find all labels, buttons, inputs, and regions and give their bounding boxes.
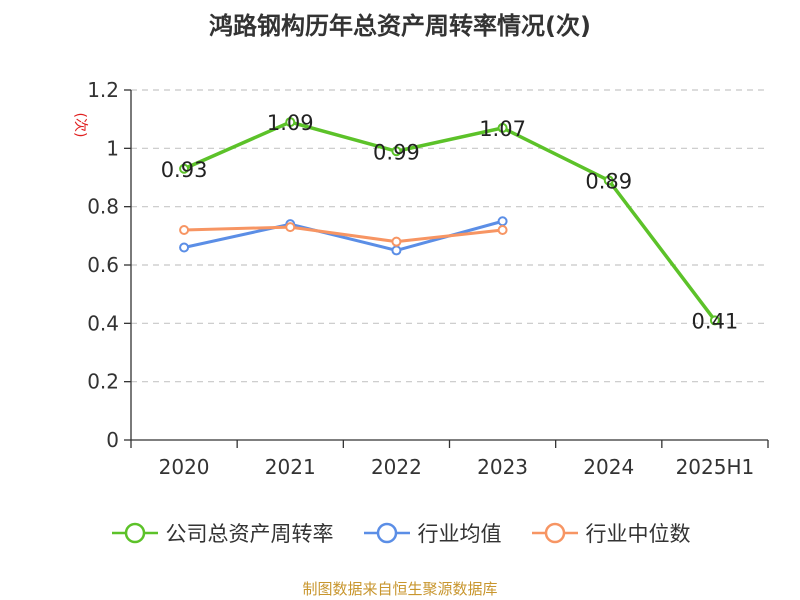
data-point (497, 216, 508, 227)
legend-circle (376, 522, 397, 544)
data-point (285, 222, 296, 233)
data-label: 0.93 (161, 158, 208, 182)
x-tick-label: 2022 (371, 455, 422, 479)
legend-item[interactable]: 行业中位数 (530, 518, 691, 548)
legend-label: 行业均值 (417, 522, 502, 546)
legend-item[interactable]: 行业均值 (362, 518, 502, 548)
chart-title: 鸿路钢构历年总资产周转率情况(次) (209, 12, 591, 40)
data-label: 1.07 (479, 117, 526, 141)
data-point (497, 122, 508, 133)
series-2 (179, 222, 508, 247)
y-tick-label: 0.2 (87, 370, 119, 394)
legend-label: 公司总资产周转率 (165, 522, 334, 546)
data-point (179, 225, 190, 235)
data-label: 0.89 (585, 169, 632, 193)
legend-marker-icon (111, 522, 158, 544)
y-tick-label: 0 (106, 428, 119, 452)
y-tick-label: 0.6 (87, 253, 119, 277)
legend-circle (544, 522, 565, 544)
x-tick-label: 2025H1 (676, 455, 755, 479)
x-tick-label: 2020 (159, 455, 210, 479)
data-point (391, 245, 402, 256)
legend: 公司总资产周转率 行业均值 行业中位数 (0, 518, 800, 548)
y-tick-label: 0.4 (87, 311, 119, 335)
data-point (179, 163, 190, 174)
y-tick-label: 1.2 (87, 78, 119, 102)
data-label: 1.09 (267, 111, 314, 135)
y-tick-label: 1 (106, 136, 119, 160)
data-point (285, 117, 296, 128)
y-tick-label: 0.8 (87, 195, 119, 219)
data-point (497, 225, 508, 235)
source-note: 制图数据来自恒生聚源数据库 (302, 580, 498, 598)
data-point (603, 175, 614, 186)
legend-marker-icon (363, 522, 410, 544)
x-tick-label: 2023 (477, 455, 528, 479)
data-point (391, 236, 402, 247)
series-0: 0.93 1.09 0.99 1.07 0.89 0.41 (161, 111, 739, 333)
x-tick-label: 2021 (265, 455, 316, 479)
legend-label: 行业中位数 (585, 522, 691, 546)
data-point (391, 146, 402, 157)
series-line (183, 120, 717, 322)
legend-circle (124, 522, 145, 544)
data-point (709, 315, 720, 326)
data-label: 0.41 (692, 309, 739, 333)
legend-marker-icon (531, 522, 578, 544)
legend-item[interactable]: 公司总资产周转率 (110, 518, 334, 548)
data-point (179, 242, 190, 253)
x-tick-label: 2024 (583, 455, 634, 479)
data-label: 0.99 (373, 140, 420, 164)
y-axis-label: (次) (72, 113, 88, 138)
series-line (184, 225, 503, 244)
